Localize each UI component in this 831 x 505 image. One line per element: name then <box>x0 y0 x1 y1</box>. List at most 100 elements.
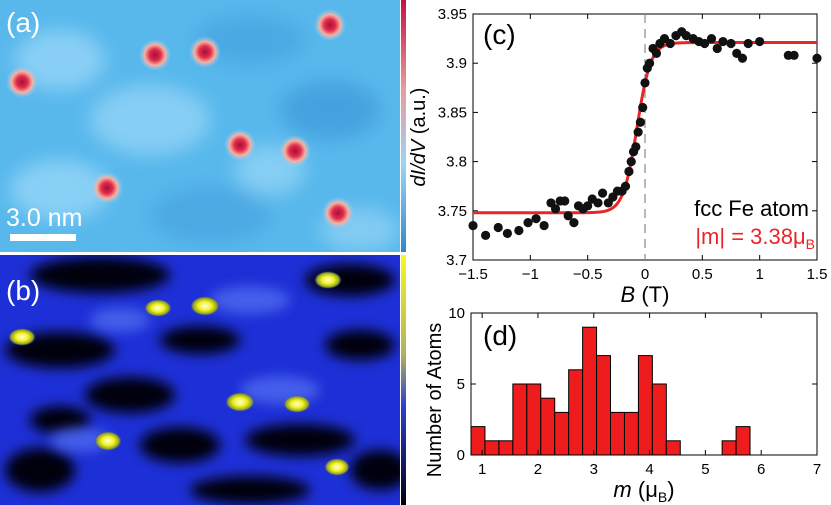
panel-c-ytick-label: 3.9 <box>446 55 467 72</box>
panel-c-ytick-label: 3.7 <box>446 252 467 269</box>
panel-c-legend-moment: |m| = 3.38μB <box>695 224 815 252</box>
panel-c-ylabel: dI/dV (a.u.) <box>408 88 430 187</box>
panel-c-data-point <box>597 188 608 198</box>
panel-d-xtick-label: 7 <box>813 461 821 478</box>
panel-d-bar <box>554 411 570 456</box>
panel-c-chart: −1.5 −1 −0.5 0 0.5 1 1.53.73.753.83.853.93.95 … <box>408 6 827 307</box>
atom-b-7 <box>94 431 122 451</box>
atom-a-2 <box>139 39 171 71</box>
panel-c-data-point <box>726 38 736 49</box>
panel-d-bar <box>484 440 500 456</box>
panel-c-data-point <box>665 38 675 49</box>
panel-c-data-point <box>493 222 503 233</box>
panel-c-data-point <box>812 53 822 63</box>
panel-c-data-point <box>743 38 753 49</box>
panel-c-data-point <box>620 181 631 191</box>
panel-d-bar <box>582 326 598 456</box>
panel-d-bar <box>568 369 584 456</box>
panel-c-data-point <box>631 142 641 152</box>
panel-c-xtick-label: −1 <box>522 266 539 283</box>
panel-d-ytick-label: 5 <box>457 376 465 393</box>
panel-c-ytick-label: 3.8 <box>446 154 467 171</box>
panel-c-data-point <box>700 38 710 49</box>
atom-b-6 <box>283 395 311 413</box>
panel-c-data-point <box>583 201 593 211</box>
panel-d-bar <box>526 383 542 456</box>
panel-c-data-points <box>468 27 822 240</box>
atom-b-2 <box>144 299 172 317</box>
atom-b-4 <box>314 271 342 289</box>
panel-c-data-point <box>638 102 648 113</box>
panel-c-data-point <box>531 214 541 224</box>
panel-d-xlabel: m (μB) <box>613 477 674 505</box>
panel-c-xlabel: B (T) <box>621 282 670 307</box>
panel-c-data-point <box>706 34 717 44</box>
panel-d-bar <box>651 383 667 456</box>
panel-d-xtick-label: 3 <box>590 461 598 478</box>
panel-c-xtick-label: 1 <box>755 266 763 283</box>
scale-bar-label: 3.0 nm <box>6 204 82 232</box>
panel-d-ytick-label: 0 <box>457 447 465 464</box>
panel-d-bar <box>637 355 653 456</box>
atom-b-3 <box>190 296 220 316</box>
panel-c-data-point <box>560 196 570 206</box>
atom-a-5 <box>224 129 256 161</box>
panel-c-data-point <box>635 117 646 127</box>
panel-d-chart: 1 2 3 4 5 6 7 0 5 10 (d) m (μB) Number of Atoms <box>424 305 821 505</box>
panel-b-colorbar <box>401 255 406 505</box>
panel-d-bar <box>512 383 528 456</box>
panel-c-data-point <box>712 43 722 54</box>
panel-c-ticks: −1.5 −1 −0.5 0 0.5 1 1.5 3.7 3.75 3.8 3.85 3.9 3.95 <box>438 6 828 283</box>
atom-a-6 <box>279 135 311 167</box>
panel-c-data-point <box>468 220 478 231</box>
atom-a-7 <box>91 172 123 204</box>
panel-d-xtick-label: 6 <box>757 461 765 478</box>
atom-a-3 <box>189 36 221 68</box>
panel-c-ytick-label: 3.75 <box>438 203 467 220</box>
panel-d-ticks: 1 2 3 4 5 6 7 0 5 10 <box>448 305 821 478</box>
panel-d-ylabel: Number of Atoms <box>424 323 446 478</box>
panel-d-label: (d) <box>483 320 517 351</box>
atom-b-5 <box>225 392 255 412</box>
panel-c-data-point <box>523 218 533 228</box>
panel-b-image <box>0 255 400 505</box>
panel-c-data-point <box>681 31 691 41</box>
panel-d-bar <box>498 440 514 456</box>
panel-c-data-point <box>481 230 491 240</box>
panel-d-bar <box>721 440 737 456</box>
panel-d-bar <box>596 355 612 456</box>
panel-c-data-point <box>651 48 662 58</box>
panel-d-xtick-label: 4 <box>645 461 653 478</box>
panel-a-label: (a) <box>6 7 40 38</box>
panel-c-data-point <box>737 53 748 63</box>
atom-a-1 <box>6 66 38 98</box>
panel-c-xtick-label: 0.5 <box>692 266 713 283</box>
panel-a-colorbar <box>401 0 406 252</box>
panel-c-data-point <box>593 198 603 208</box>
panel-b-label: (b) <box>6 275 40 306</box>
atom-b-1 <box>8 328 36 346</box>
panel-c-data-point <box>789 50 799 60</box>
panel-c-data-point <box>550 204 561 214</box>
panel-c-data-point <box>718 36 728 47</box>
panel-c-data-point <box>633 127 643 137</box>
panel-d-bar <box>735 426 751 456</box>
panel-c-xtick-label: −0.5 <box>573 266 603 283</box>
panel-c-data-point <box>563 211 573 221</box>
panel-d-xtick-label: 5 <box>701 461 709 478</box>
panel-c-data-point <box>640 78 650 88</box>
panel-d-bar <box>540 397 556 456</box>
panel-c-data-point <box>539 220 549 231</box>
panel-d-xtick-label: 2 <box>534 461 542 478</box>
panel-c-legend-title: fcc Fe atom <box>694 196 809 221</box>
panel-c-label: (c) <box>483 19 516 50</box>
atom-a-4 <box>314 9 346 41</box>
panel-c-xtick-label: −1.5 <box>458 266 488 283</box>
scale-bar <box>10 234 76 241</box>
panel-d-bar <box>610 411 625 456</box>
panel-c-data-point <box>626 157 636 167</box>
panel-d-bar <box>665 440 681 456</box>
panel-c-data-point <box>755 36 765 47</box>
panel-c-data-point <box>569 218 579 228</box>
